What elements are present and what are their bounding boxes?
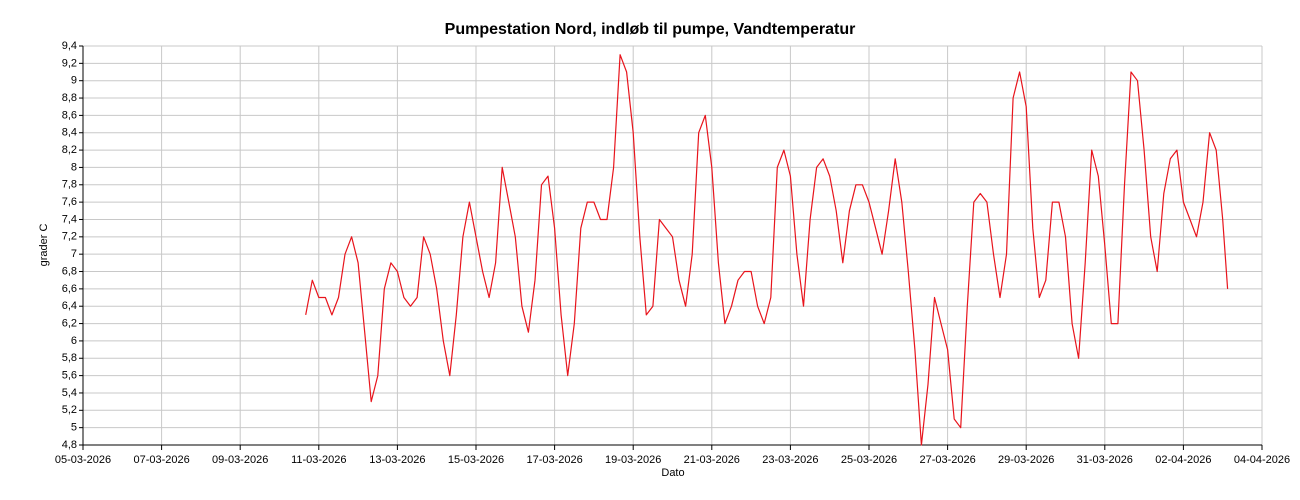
x-tick-label: 19-03-2026: [605, 454, 661, 466]
y-tick-label: 6: [71, 335, 77, 347]
x-tick-label: 11-03-2026: [291, 454, 346, 466]
x-tick-label: 13-03-2026: [369, 454, 425, 466]
y-tick-label: 5: [71, 422, 77, 434]
x-tick-label: 29-03-2026: [998, 454, 1054, 466]
y-tick-label: 8,4: [62, 127, 77, 139]
y-tick-label: 8,6: [62, 109, 77, 121]
x-tick-label: 27-03-2026: [919, 454, 975, 466]
y-tick-label: 8: [71, 161, 77, 173]
data-line: [305, 54, 1229, 446]
y-tick-label: 7: [71, 248, 77, 260]
x-tick-label: 23-03-2026: [762, 454, 818, 466]
y-tick-label: 9,2: [62, 57, 77, 69]
y-tick-label: 5,8: [62, 352, 77, 364]
x-tick-label: 31-03-2026: [1077, 454, 1133, 466]
x-tick-label: 25-03-2026: [841, 454, 897, 466]
x-tick-label: 15-03-2026: [448, 454, 504, 466]
y-axis-label: grader C: [38, 224, 50, 267]
y-tick-label: 9,4: [62, 40, 77, 52]
y-tick-label: 7,6: [62, 196, 77, 208]
y-tick-label: 7,4: [62, 213, 77, 225]
x-tick-label: 09-03-2026: [212, 454, 268, 466]
y-tick-label: 7,2: [62, 231, 77, 243]
y-tick-label: 6,8: [62, 265, 77, 277]
x-tick-label: 05-03-2026: [55, 454, 111, 466]
y-tick-label: 6,6: [62, 283, 77, 295]
y-tick-label: 5,2: [62, 404, 77, 416]
x-tick-label: 04-04-2026: [1234, 454, 1290, 466]
y-tick-label: 6,2: [62, 317, 77, 329]
y-tick-label: 5,6: [62, 370, 77, 382]
x-tick-label: 07-03-2026: [133, 454, 189, 466]
y-tick-label: 8,8: [62, 92, 77, 104]
y-tick-label: 4,8: [62, 439, 77, 451]
x-tick-label: 21-03-2026: [684, 454, 740, 466]
x-tick-label: 02-04-2026: [1155, 454, 1211, 466]
x-axis-label: Dato: [661, 467, 684, 479]
y-tick-label: 8,2: [62, 144, 77, 156]
y-tick-label: 5,4: [62, 387, 77, 399]
chart-title: Pumpestation Nord, indløb til pumpe, Van…: [445, 21, 856, 38]
x-tick-label: 17-03-2026: [526, 454, 582, 466]
y-tick-label: 9: [71, 75, 77, 87]
y-tick-label: 7,8: [62, 179, 77, 191]
y-tick-label: 6,4: [62, 300, 77, 312]
